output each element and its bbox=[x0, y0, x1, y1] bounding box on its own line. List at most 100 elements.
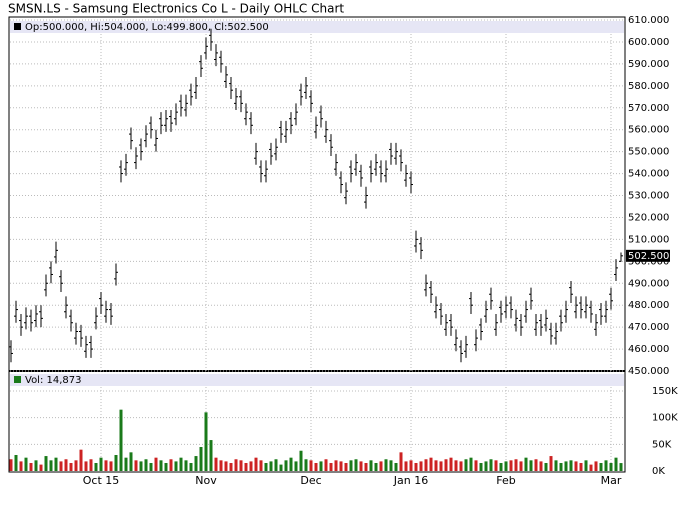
volume-bar bbox=[149, 463, 153, 471]
y-tick-label: 560.000 bbox=[628, 125, 669, 136]
y-tick-label: 520.000 bbox=[628, 212, 669, 223]
volume-bar bbox=[44, 456, 48, 471]
y-tick-label: 490.000 bbox=[628, 278, 669, 289]
y2-tick-label: 50K bbox=[652, 439, 672, 450]
volume-bar bbox=[424, 459, 428, 471]
y-tick-label: 550.000 bbox=[628, 147, 669, 158]
volume-bar bbox=[599, 463, 603, 471]
volume-bar bbox=[374, 463, 378, 471]
volume-bar bbox=[609, 463, 613, 471]
volume-bar bbox=[259, 460, 263, 471]
volume-bar bbox=[419, 461, 423, 471]
volume-bar bbox=[194, 456, 198, 471]
volume-bar bbox=[544, 463, 548, 471]
volume-bar bbox=[284, 460, 288, 471]
y-tick-label: 580.000 bbox=[628, 81, 669, 92]
volume-bar bbox=[179, 457, 183, 471]
volume-bar bbox=[234, 459, 238, 471]
legend-strip bbox=[10, 374, 624, 386]
volume-bar bbox=[614, 457, 618, 471]
y-tick-label: 540.000 bbox=[628, 169, 669, 180]
volume-bar bbox=[304, 459, 308, 471]
plot-frame bbox=[8, 16, 626, 473]
x-tick-label: Nov bbox=[195, 474, 217, 487]
volume-bar bbox=[574, 461, 578, 471]
volume-bar bbox=[569, 460, 573, 471]
chart-title: SMSN.LS - Samsung Electronics Co L - Dai… bbox=[8, 2, 344, 16]
volume-bar bbox=[39, 464, 43, 471]
volume-bar bbox=[604, 460, 608, 471]
last-price-label: 502.500 bbox=[628, 251, 669, 262]
volume-bar bbox=[294, 461, 298, 471]
volume-bar bbox=[169, 459, 173, 471]
volume-bar bbox=[414, 463, 418, 471]
volume-bar bbox=[59, 461, 63, 471]
volume-bar bbox=[19, 461, 23, 471]
volume-bar bbox=[559, 463, 563, 471]
volume-bar bbox=[494, 460, 498, 471]
volume-bar bbox=[399, 452, 403, 471]
volume-bar bbox=[509, 460, 513, 471]
volume-bar bbox=[619, 463, 623, 471]
volume-bar bbox=[189, 463, 193, 471]
volume-bar bbox=[129, 452, 133, 471]
volume-bar bbox=[124, 457, 128, 471]
volume-bar bbox=[254, 457, 258, 471]
volume-bar bbox=[209, 440, 213, 471]
volume-bar bbox=[474, 460, 478, 471]
volume-bar bbox=[514, 459, 518, 471]
volume-bar bbox=[239, 460, 243, 471]
y2-tick-label: 100K bbox=[652, 413, 678, 424]
volume-bar bbox=[504, 461, 508, 471]
volume-bar bbox=[324, 459, 328, 471]
volume-bar bbox=[94, 463, 98, 471]
y-tick-label: 610.000 bbox=[628, 15, 669, 26]
volume-bar bbox=[564, 461, 568, 471]
volume-bar bbox=[359, 461, 363, 471]
volume-bar bbox=[439, 461, 443, 471]
volume-bar bbox=[529, 460, 533, 471]
volume-bar bbox=[469, 457, 473, 471]
volume-bar bbox=[364, 463, 368, 471]
volume-bar bbox=[109, 461, 113, 471]
x-tick-label: Jan 16 bbox=[393, 474, 428, 487]
volume-bar bbox=[369, 460, 373, 471]
volume-legend: Vol: 14,873 bbox=[25, 375, 82, 386]
y-tick-label: 450.000 bbox=[628, 366, 669, 377]
volume-bar bbox=[274, 459, 278, 471]
volume-bar bbox=[404, 461, 408, 471]
volume-bar bbox=[144, 459, 148, 471]
y-tick-label: 480.000 bbox=[628, 300, 669, 311]
volume-bar bbox=[159, 460, 163, 471]
volume-bar bbox=[299, 450, 303, 471]
volume-bar bbox=[484, 461, 488, 471]
volume-bar bbox=[174, 461, 178, 471]
volume-bar bbox=[339, 461, 343, 471]
volume-bar bbox=[409, 460, 413, 471]
volume-bar bbox=[454, 460, 458, 471]
x-tick-label: Feb bbox=[496, 474, 515, 487]
volume-bar bbox=[79, 449, 83, 471]
volume-bar bbox=[464, 459, 468, 471]
y-tick-label: 530.000 bbox=[628, 191, 669, 202]
volume-bar bbox=[334, 460, 338, 471]
volume-bar bbox=[589, 464, 593, 471]
volume-bar bbox=[499, 463, 503, 471]
x-tick-label: Oct 15 bbox=[83, 474, 120, 487]
last-price-tag bbox=[626, 249, 670, 262]
y2-tick-label: 0K bbox=[652, 466, 665, 477]
volume-bar bbox=[64, 459, 68, 471]
legend-swatch bbox=[14, 376, 21, 383]
volume-bar bbox=[24, 457, 28, 471]
volume-bar bbox=[379, 461, 383, 471]
volume-bar bbox=[554, 460, 558, 471]
y-tick-label: 570.000 bbox=[628, 103, 669, 114]
y-tick-label: 460.000 bbox=[628, 344, 669, 355]
volume-bar bbox=[519, 461, 523, 471]
y-tick-label: 600.000 bbox=[628, 37, 669, 48]
volume-bar bbox=[264, 463, 268, 471]
volume-bar bbox=[184, 460, 188, 471]
volume-bar bbox=[549, 456, 553, 471]
volume-bar bbox=[244, 463, 248, 471]
volume-bar bbox=[489, 459, 493, 471]
